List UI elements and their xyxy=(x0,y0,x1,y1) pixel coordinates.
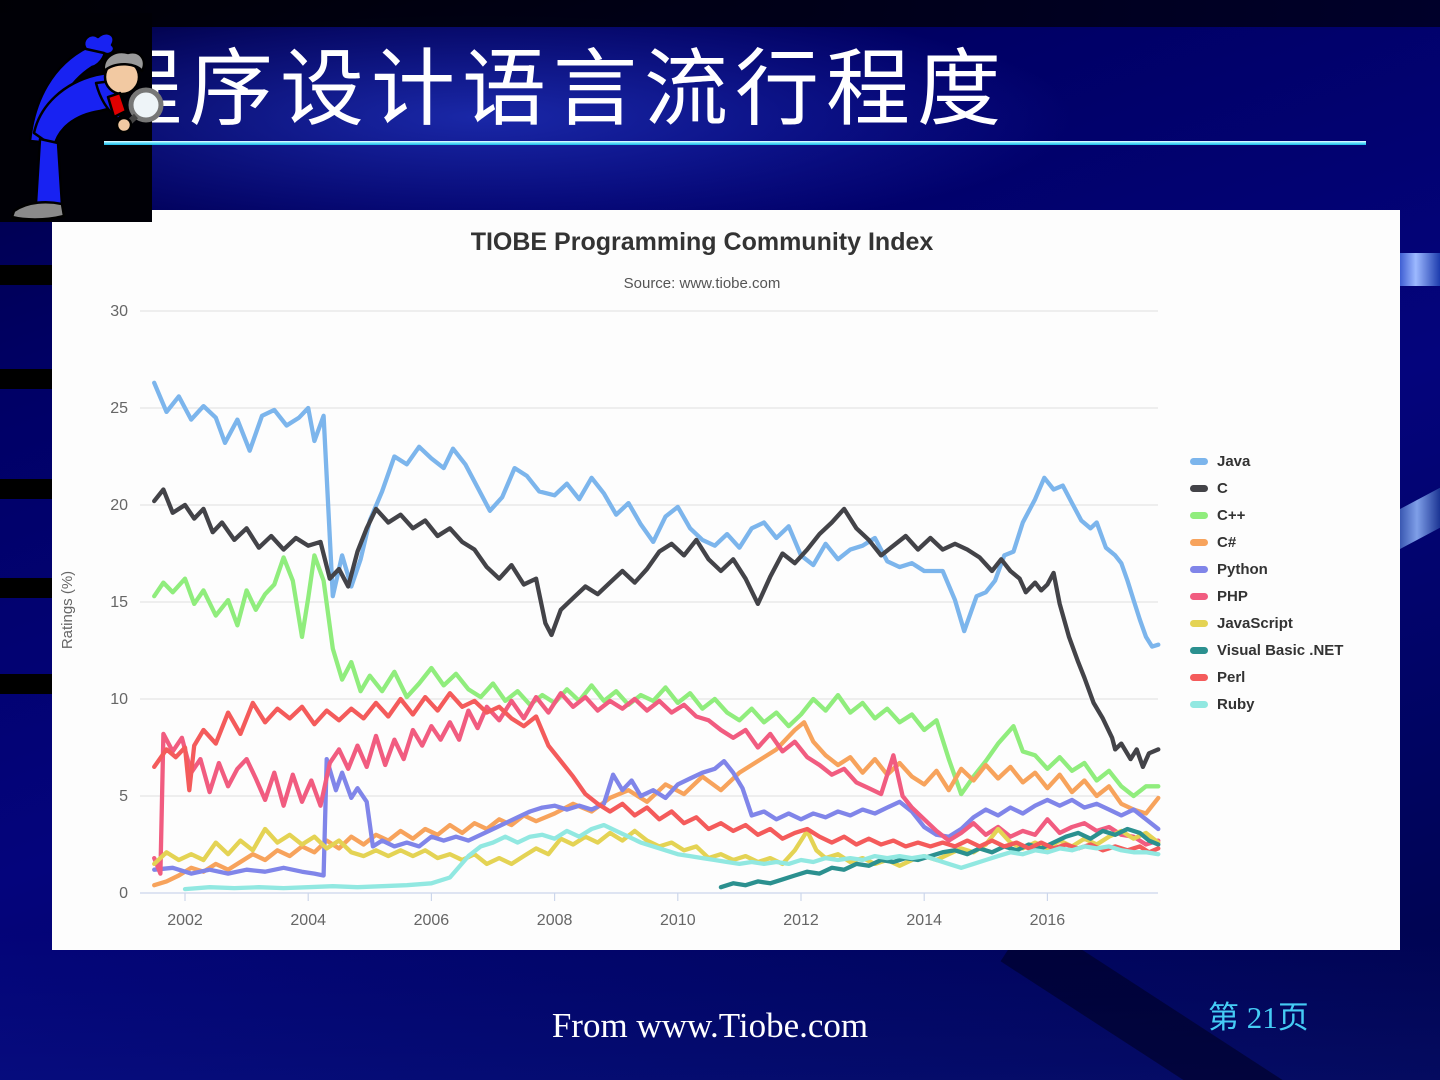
legend-swatch xyxy=(1190,674,1208,681)
svg-text:2012: 2012 xyxy=(783,912,819,929)
svg-text:10: 10 xyxy=(110,691,128,708)
legend-item: Python xyxy=(1190,556,1343,583)
legend-item: C++ xyxy=(1190,502,1343,529)
svg-text:20: 20 xyxy=(110,497,128,514)
svg-text:2002: 2002 xyxy=(167,912,203,929)
right-edge-ribbon xyxy=(1394,487,1440,553)
svg-text:2008: 2008 xyxy=(537,912,573,929)
legend-label: Python xyxy=(1217,561,1268,578)
left-edge-stripe xyxy=(0,369,52,389)
legend-label: Visual Basic .NET xyxy=(1217,642,1344,659)
tiobe-chart-panel: TIOBE Programming Community Index Source… xyxy=(52,210,1400,950)
chart-series-lines xyxy=(152,380,1161,892)
background-top-strip xyxy=(0,0,1440,27)
legend-swatch xyxy=(1190,647,1208,654)
left-edge-stripe xyxy=(0,578,52,598)
svg-text:2004: 2004 xyxy=(290,912,326,929)
legend-label: C# xyxy=(1217,534,1237,551)
tiobe-line-chart: TIOBE Programming Community Index Source… xyxy=(59,228,1161,929)
chart-axis-ticks: 0 5 10 15 20 25 30 2002 2004 2006 2008 2010 2012 2014… xyxy=(110,303,1065,929)
left-edge-stripe xyxy=(0,265,52,285)
left-edge-stripe xyxy=(0,674,52,694)
legend-item: C xyxy=(1190,475,1343,502)
svg-text:2016: 2016 xyxy=(1030,912,1066,929)
legend-swatch xyxy=(1190,512,1208,519)
legend-swatch xyxy=(1190,593,1208,600)
legend-swatch xyxy=(1190,620,1208,627)
legend-item: Ruby xyxy=(1190,691,1343,718)
source-footer: From www.Tiobe.com xyxy=(551,1006,869,1045)
legend-swatch xyxy=(1190,566,1208,573)
magnifier-man-illustration xyxy=(10,32,164,221)
legend-item: Perl xyxy=(1190,664,1343,691)
legend-label: Perl xyxy=(1217,669,1246,686)
legend-label: Ruby xyxy=(1217,696,1255,713)
legend-item: C# xyxy=(1190,529,1343,556)
legend-item: Visual Basic .NET xyxy=(1190,637,1343,664)
legend-swatch xyxy=(1190,458,1208,465)
legend-item: Java xyxy=(1190,448,1343,475)
legend-label: C xyxy=(1217,480,1228,497)
legend-label: C++ xyxy=(1217,507,1246,524)
legend-item: PHP xyxy=(1190,583,1343,610)
chart-subtitle: Source: www.tiobe.com xyxy=(624,275,781,292)
svg-text:2006: 2006 xyxy=(414,912,450,929)
svg-text:30: 30 xyxy=(110,303,128,320)
y-axis-title: Ratings (%) xyxy=(59,571,76,649)
legend-swatch xyxy=(1190,701,1208,708)
legend-label: PHP xyxy=(1217,588,1248,605)
svg-text:2014: 2014 xyxy=(906,912,942,929)
slide-title: 程序设计语言流行程度 xyxy=(98,44,1009,137)
legend-label: Java xyxy=(1217,453,1251,470)
legend-swatch xyxy=(1190,485,1208,492)
svg-text:25: 25 xyxy=(110,400,128,417)
svg-text:0: 0 xyxy=(119,885,128,902)
title-underline xyxy=(104,141,1366,145)
legend-label: JavaScript xyxy=(1217,615,1293,632)
page-number: 第 21页 xyxy=(1208,1000,1309,1035)
svg-text:15: 15 xyxy=(110,594,128,611)
svg-text:2010: 2010 xyxy=(660,912,696,929)
left-edge-stripe xyxy=(0,479,52,499)
chart-legend: Java C C++ C# Python PHP JavaScript Visual Basi… xyxy=(1190,448,1343,718)
legend-swatch xyxy=(1190,539,1208,546)
legend-item: JavaScript xyxy=(1190,610,1343,637)
chart-title: TIOBE Programming Community Index xyxy=(471,228,934,256)
svg-text:5: 5 xyxy=(119,788,128,805)
right-edge-ribbon xyxy=(1396,253,1440,286)
